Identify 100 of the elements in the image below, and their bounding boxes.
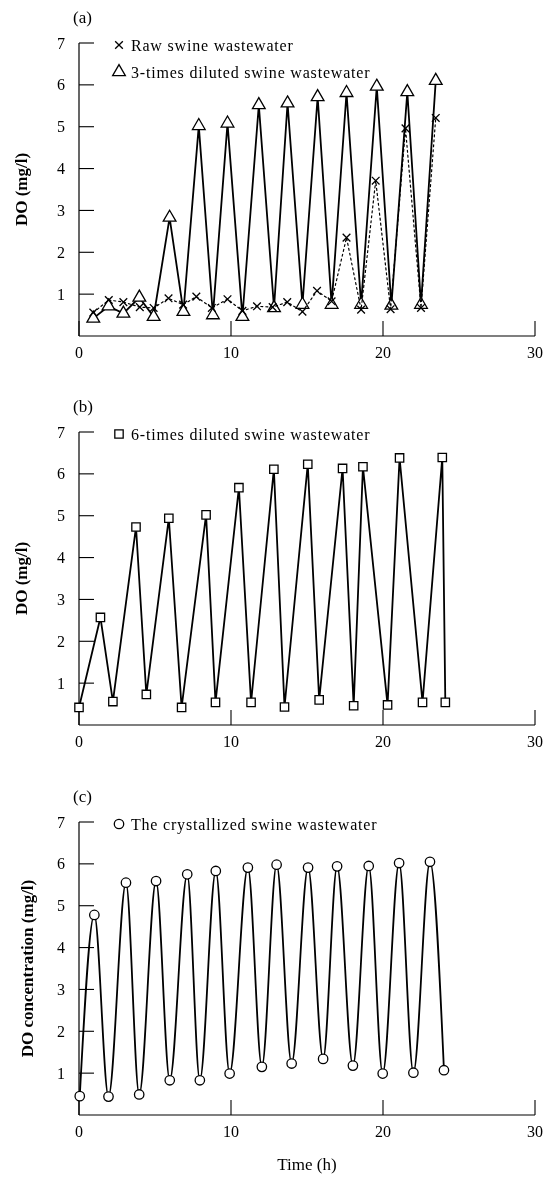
y-tick-label: 1 bbox=[57, 1064, 65, 1082]
point bbox=[280, 95, 295, 108]
y-tick-label: 2 bbox=[57, 632, 65, 650]
point bbox=[440, 697, 451, 708]
point bbox=[194, 1074, 206, 1086]
y-axis-title: DO (mg/l) bbox=[12, 152, 31, 227]
y-tick-label: 2 bbox=[57, 1022, 65, 1040]
legend-label: Raw swine wastewater bbox=[131, 36, 294, 54]
x-tick-label: 10 bbox=[223, 733, 239, 750]
point bbox=[74, 702, 84, 713]
chart-title: (a) bbox=[73, 8, 92, 27]
point bbox=[191, 292, 201, 302]
point bbox=[164, 1074, 176, 1086]
point bbox=[428, 72, 443, 85]
y-tick-label: 4 bbox=[57, 549, 65, 567]
point bbox=[101, 298, 116, 311]
x-tick-label: 0 bbox=[75, 733, 83, 750]
point bbox=[135, 302, 145, 312]
y-tick-label: 6 bbox=[57, 76, 65, 94]
point bbox=[297, 307, 307, 317]
point bbox=[408, 1067, 419, 1079]
point bbox=[339, 84, 354, 98]
y-axis-title: DO concentration (mg/l) bbox=[18, 879, 37, 1058]
point bbox=[108, 696, 118, 707]
point bbox=[149, 303, 159, 313]
point bbox=[282, 297, 292, 307]
point bbox=[132, 289, 147, 302]
y-tick-label: 5 bbox=[57, 507, 65, 525]
point bbox=[382, 700, 393, 710]
point bbox=[223, 294, 232, 304]
point bbox=[371, 176, 381, 186]
y-tick-label: 6 bbox=[57, 465, 65, 483]
x-tick-label: 0 bbox=[75, 1123, 83, 1140]
point bbox=[88, 909, 100, 921]
point bbox=[363, 860, 375, 872]
point bbox=[347, 1060, 359, 1071]
point bbox=[348, 700, 359, 711]
point bbox=[131, 522, 141, 532]
point bbox=[162, 209, 177, 222]
point bbox=[207, 303, 217, 313]
point bbox=[438, 1064, 450, 1076]
point bbox=[377, 1068, 389, 1079]
point bbox=[393, 857, 405, 869]
point bbox=[103, 1091, 114, 1102]
point bbox=[312, 286, 322, 296]
y-tick-label: 1 bbox=[57, 285, 65, 303]
x-axis-title: Time (h) bbox=[277, 1155, 337, 1174]
point bbox=[400, 83, 415, 97]
point bbox=[394, 453, 405, 463]
point bbox=[164, 513, 174, 524]
point bbox=[252, 301, 262, 311]
y-tick-label: 3 bbox=[57, 202, 65, 220]
point bbox=[256, 1061, 268, 1073]
y-tick-label: 6 bbox=[57, 855, 65, 873]
point bbox=[279, 702, 290, 712]
y-tick-label: 5 bbox=[57, 897, 65, 915]
y-tick-label: 3 bbox=[57, 981, 65, 999]
x-tick-label: 10 bbox=[223, 1123, 239, 1140]
y-axis-title: DO (mg/l) bbox=[12, 541, 31, 616]
legend-label: 3-times diluted swine wastewater bbox=[131, 63, 371, 81]
x-tick-label: 20 bbox=[375, 344, 391, 361]
point bbox=[251, 96, 266, 110]
y-tick-label: 4 bbox=[57, 160, 65, 178]
point bbox=[146, 308, 161, 322]
x-tick-label: 30 bbox=[527, 1123, 543, 1140]
point bbox=[224, 1068, 235, 1079]
point bbox=[317, 1053, 329, 1065]
point bbox=[302, 459, 313, 470]
x-tick-label: 0 bbox=[75, 344, 83, 361]
y-tick-label: 7 bbox=[57, 423, 65, 441]
point bbox=[133, 1089, 145, 1100]
point bbox=[246, 697, 256, 708]
y-tick-label: 4 bbox=[57, 939, 65, 957]
legend-label: 6-times diluted swine wastewater bbox=[131, 425, 371, 443]
point bbox=[210, 865, 222, 877]
point bbox=[342, 233, 351, 243]
legend-label: The crystallized swine wastewater bbox=[131, 815, 378, 834]
y-tick-label: 7 bbox=[57, 813, 65, 831]
point bbox=[118, 297, 128, 307]
x-tick-label: 30 bbox=[527, 344, 543, 361]
point bbox=[164, 293, 174, 303]
point bbox=[242, 862, 254, 873]
point bbox=[314, 695, 324, 705]
point bbox=[302, 862, 314, 873]
point bbox=[310, 89, 325, 102]
y-tick-label: 1 bbox=[57, 674, 65, 692]
point bbox=[201, 510, 211, 520]
point bbox=[176, 303, 191, 317]
point bbox=[178, 300, 188, 310]
x-tick-label: 30 bbox=[527, 733, 543, 750]
point bbox=[116, 305, 131, 318]
chart-title: (b) bbox=[73, 397, 93, 416]
point bbox=[437, 452, 448, 463]
x-tick-label: 10 bbox=[223, 344, 239, 361]
point bbox=[234, 482, 244, 493]
point bbox=[269, 464, 279, 475]
y-tick-label: 3 bbox=[57, 591, 65, 609]
y-tick-label: 7 bbox=[57, 34, 65, 52]
point bbox=[369, 78, 384, 91]
point bbox=[331, 861, 343, 872]
